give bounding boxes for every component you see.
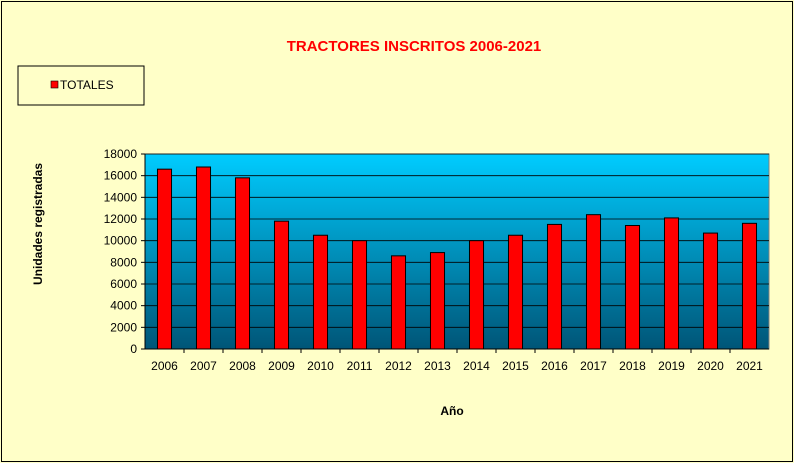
y-axis-title: Unidades registradas	[31, 163, 45, 285]
x-tick-label: 2010	[307, 359, 334, 373]
x-tick-label: 2008	[229, 359, 256, 373]
bar-2018	[624, 225, 641, 350]
bar-2006	[156, 168, 173, 350]
y-tick-label: 16000	[104, 169, 138, 183]
bar-2009	[273, 220, 290, 350]
legend-box	[17, 65, 145, 106]
x-tick-label: 2006	[151, 359, 178, 373]
x-axis-ticks: 2006 2007 2008 2009 2010 2011 2012 2013 2014 2015…	[151, 349, 763, 373]
x-tick-label: 2020	[697, 359, 724, 373]
bar-2019	[663, 217, 680, 350]
legend-label: TOTALES	[60, 78, 114, 92]
x-tick-label: 2017	[580, 359, 607, 373]
y-tick-label: 12000	[104, 212, 138, 226]
x-tick-label: 2011	[347, 359, 373, 373]
bar-2016	[546, 223, 563, 350]
y-tick-label: 18000	[104, 147, 138, 161]
x-tick-label: 2016	[541, 359, 568, 373]
x-tick-label: 2015	[502, 359, 529, 373]
bar-2012	[390, 255, 407, 350]
chart-title: TRACTORES INSCRITOS 2006-2021	[287, 38, 542, 55]
x-tick-label: 2014	[463, 359, 490, 373]
bar-2010	[312, 234, 329, 350]
bar-2015	[507, 234, 524, 350]
bar-2008	[234, 177, 251, 350]
x-tick-label: 2018	[619, 359, 646, 373]
y-tick-label: 10000	[104, 234, 138, 248]
x-tick-label: 2012	[385, 359, 412, 373]
y-tick-label: 0	[130, 342, 137, 356]
x-tick-label: 2021	[736, 359, 763, 373]
x-axis-title: Año	[440, 404, 463, 418]
x-tick-label: 2013	[424, 359, 451, 373]
bar-2021	[741, 222, 758, 350]
bars	[156, 166, 758, 350]
y-tick-label: 8000	[110, 255, 137, 269]
y-tick-label: 4000	[110, 299, 137, 313]
x-tick-label: 2009	[268, 359, 295, 373]
y-tick-label: 14000	[104, 190, 138, 204]
legend-swatch	[50, 80, 59, 89]
y-axis-ticks: 0 2000 4000 6000 8000 10000 12000 14000 16000 180…	[104, 147, 145, 356]
x-tick-label: 2007	[190, 359, 217, 373]
x-tick-label: 2019	[658, 359, 685, 373]
bar-2017	[585, 214, 602, 350]
y-tick-label: 6000	[110, 277, 137, 291]
bar-2007	[195, 166, 212, 350]
y-tick-label: 2000	[110, 320, 137, 334]
bar-2020	[702, 232, 719, 350]
legend: TOTALES	[17, 65, 145, 106]
bar-2013	[429, 252, 446, 350]
bar-2011	[351, 240, 368, 350]
bar-2014	[468, 240, 485, 350]
